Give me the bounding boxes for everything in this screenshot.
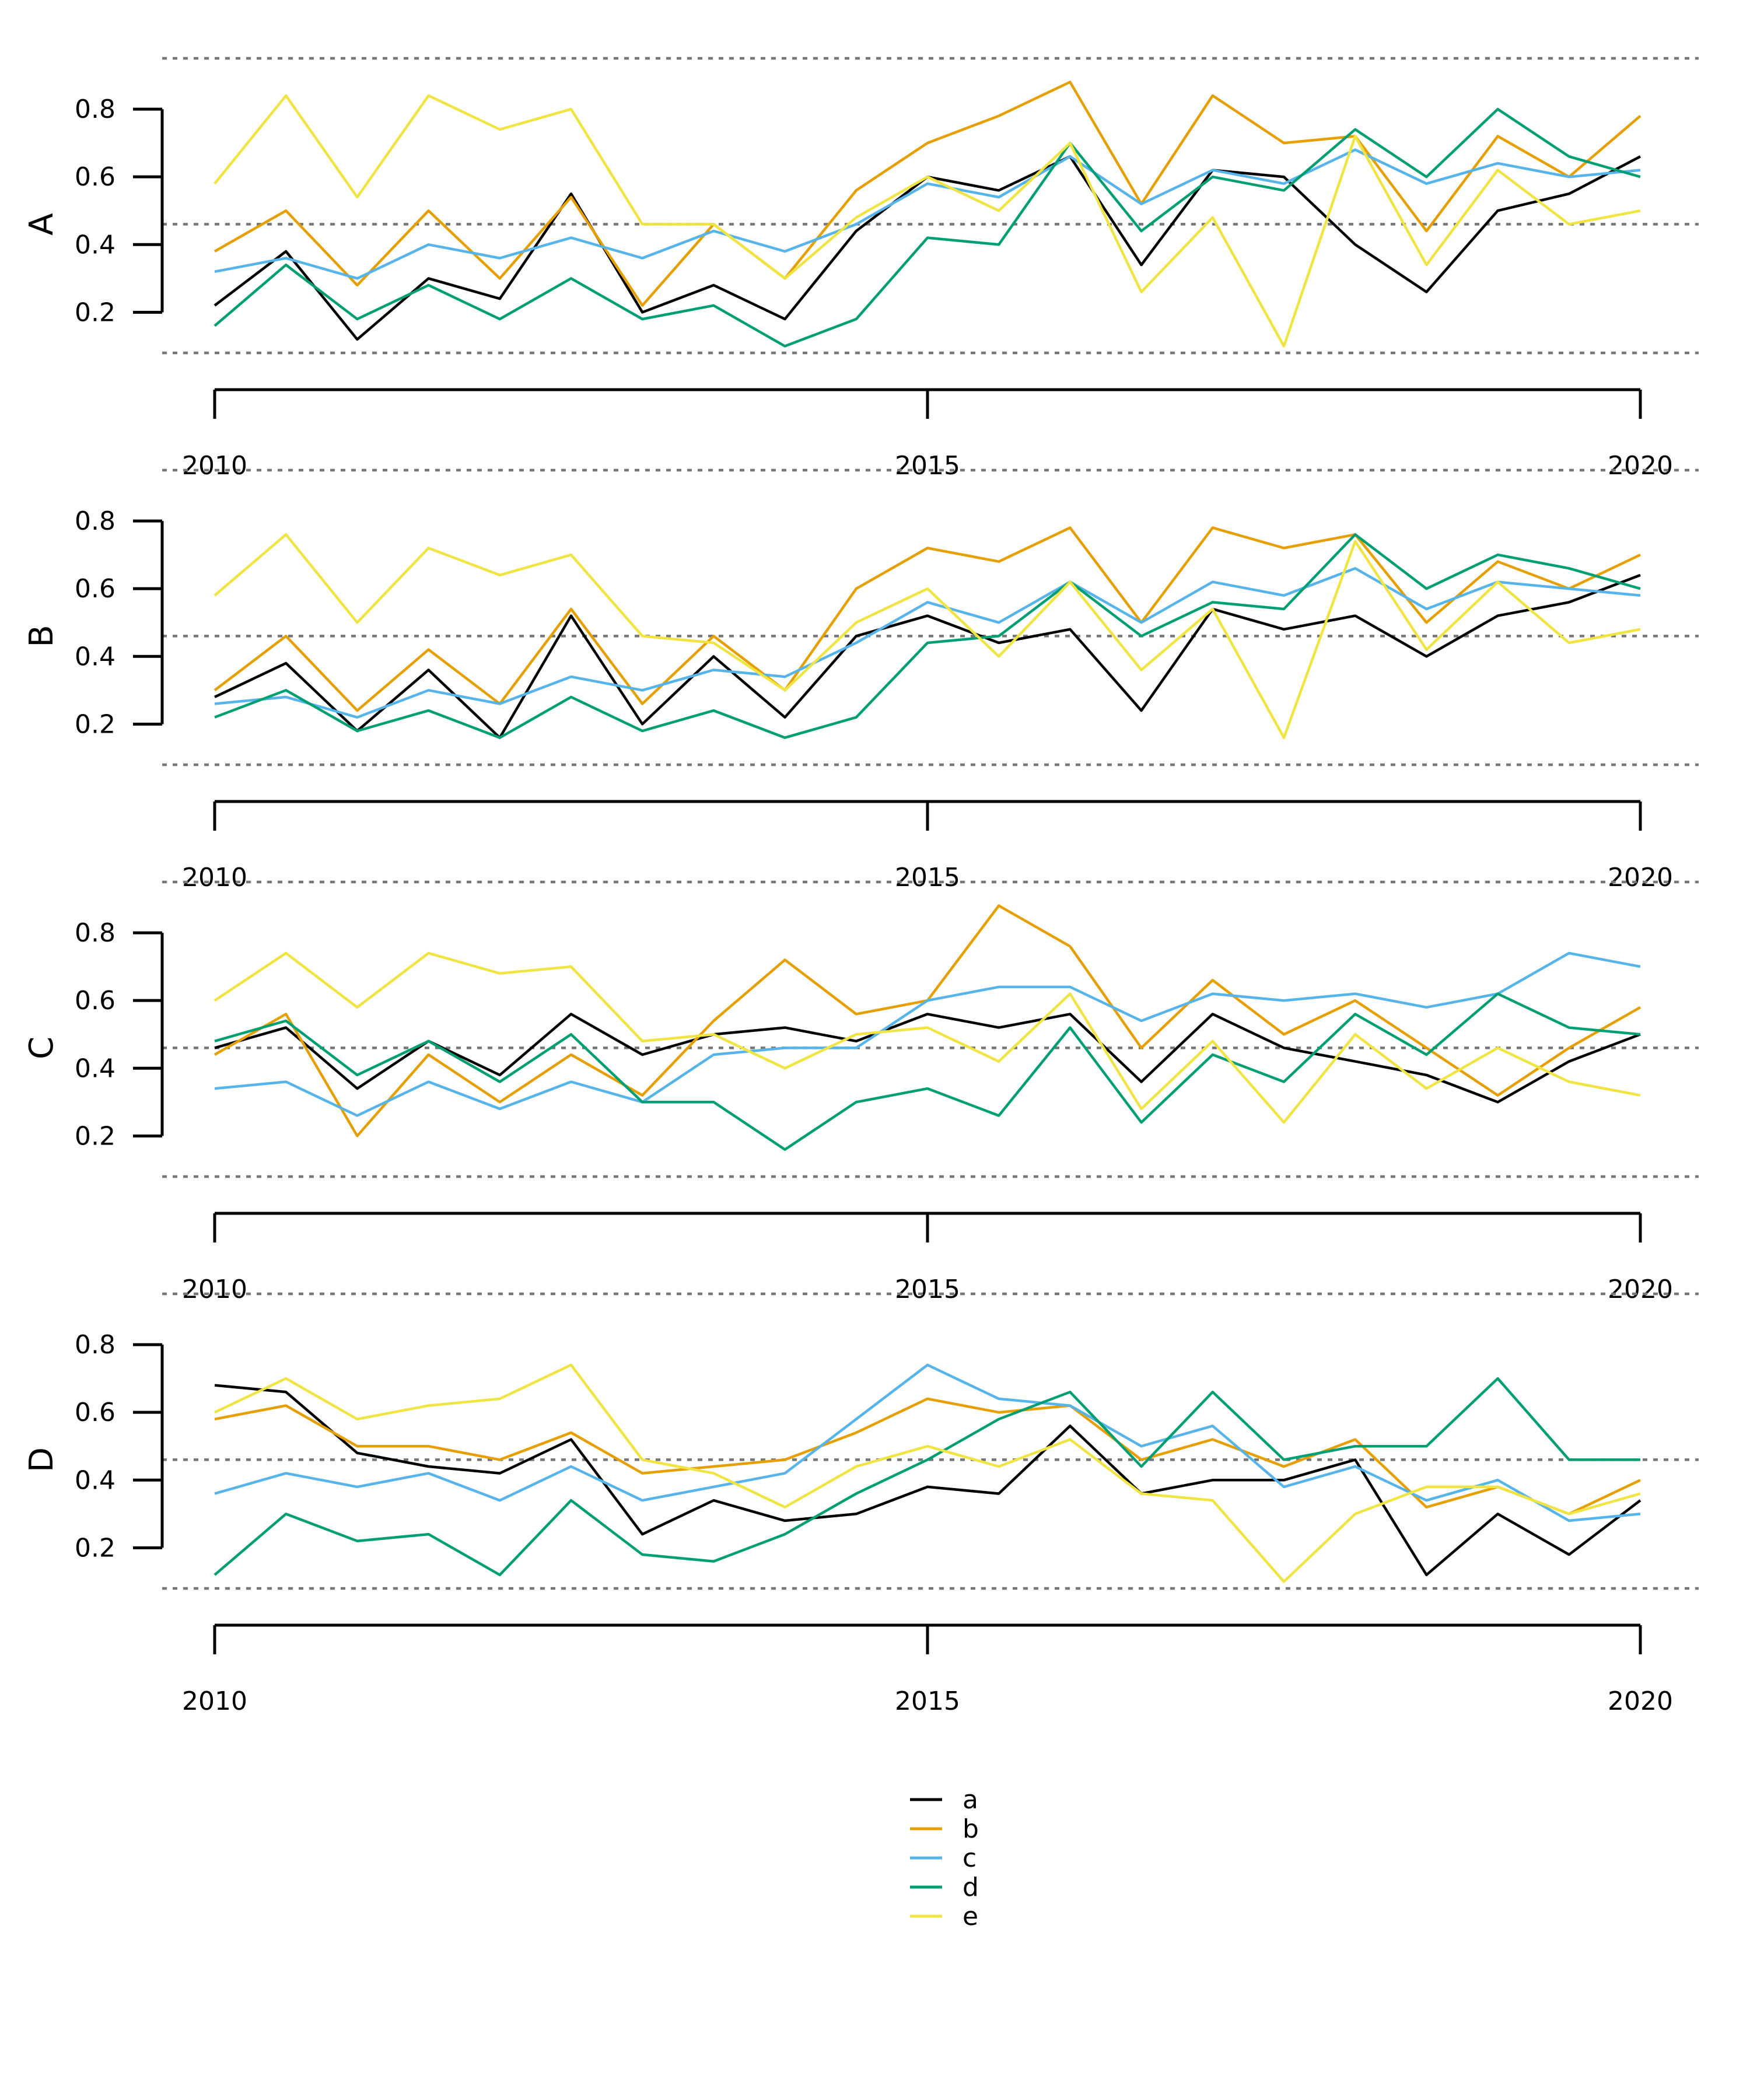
y-tick-label: 0.6 bbox=[75, 574, 116, 604]
series-line-e bbox=[214, 533, 1641, 739]
x-tick-label: 2020 bbox=[1608, 863, 1673, 892]
panel-d: 0.2 0.4 0.6 0.8 D 2010 2015 2020 bbox=[23, 1292, 1699, 1716]
series-line-c bbox=[214, 1363, 1641, 1522]
series-line-e bbox=[214, 951, 1641, 1124]
y-tick-label: 0.6 bbox=[75, 162, 116, 192]
panel-label: D bbox=[23, 1447, 61, 1472]
panel-b: 0.2 0.4 0.6 0.8 B 2010 2015 2020 bbox=[23, 468, 1699, 892]
panel-label: A bbox=[23, 213, 61, 235]
series-line-c bbox=[214, 148, 1641, 280]
chart-panels: 0.2 0.4 0.6 0.8 A 2010 2015 2020 0.2 0.4 0.6 0.8 B 20… bbox=[23, 57, 1699, 1716]
y-tick-label: 0.8 bbox=[75, 918, 116, 948]
y-tick-label: 0.6 bbox=[75, 1398, 116, 1427]
y-tick-label: 0.4 bbox=[75, 230, 116, 260]
panel-label: C bbox=[23, 1037, 61, 1059]
y-tick-label: 0.4 bbox=[75, 642, 116, 671]
x-tick-label: 2020 bbox=[1608, 1275, 1673, 1304]
x-tick-label: 2015 bbox=[895, 451, 960, 481]
series-line-e bbox=[214, 1363, 1641, 1583]
series-line-e bbox=[214, 94, 1641, 348]
x-tick-label: 2010 bbox=[182, 1275, 247, 1304]
series-line-b bbox=[214, 904, 1642, 1138]
x-tick-label: 2015 bbox=[895, 863, 960, 892]
series-line-d bbox=[214, 1377, 1640, 1577]
series-line-d bbox=[214, 533, 1641, 739]
x-tick-label: 2020 bbox=[1608, 451, 1673, 481]
legend-label-e: e bbox=[963, 1902, 978, 1931]
legend-label-a: a bbox=[963, 1785, 978, 1815]
panel-a: 0.2 0.4 0.6 0.8 A 2010 2015 2020 bbox=[23, 57, 1699, 481]
panel-label: B bbox=[23, 625, 61, 647]
x-tick-label: 2010 bbox=[182, 1686, 247, 1716]
y-tick-label: 0.2 bbox=[75, 298, 116, 327]
panel-c: 0.2 0.4 0.6 0.8 C 2010 2015 2020 bbox=[23, 880, 1699, 1304]
series-line-b bbox=[214, 80, 1642, 307]
series-line-c bbox=[214, 951, 1641, 1117]
y-tick-label: 0.8 bbox=[75, 94, 116, 124]
legend-label-c: c bbox=[963, 1843, 977, 1873]
x-tick-label: 2010 bbox=[182, 863, 247, 892]
series-line-b bbox=[214, 1397, 1641, 1516]
y-tick-label: 0.2 bbox=[75, 1533, 116, 1563]
x-tick-label: 2020 bbox=[1608, 1686, 1673, 1716]
legend-label-d: d bbox=[963, 1873, 979, 1902]
y-tick-label: 0.6 bbox=[75, 986, 116, 1016]
y-tick-label: 0.4 bbox=[75, 1465, 116, 1495]
series-line-a bbox=[214, 1384, 1642, 1577]
series-line-b bbox=[214, 526, 1641, 712]
legend-label-b: b bbox=[963, 1814, 979, 1844]
y-tick-label: 0.8 bbox=[75, 506, 116, 536]
y-tick-label: 0.2 bbox=[75, 709, 116, 739]
x-tick-label: 2015 bbox=[895, 1275, 960, 1304]
y-tick-label: 0.8 bbox=[75, 1330, 116, 1360]
y-tick-label: 0.4 bbox=[75, 1054, 116, 1083]
x-tick-label: 2010 bbox=[182, 451, 247, 481]
x-tick-label: 2015 bbox=[895, 1686, 960, 1716]
series-line-a bbox=[214, 573, 1641, 739]
y-tick-label: 0.2 bbox=[75, 1121, 116, 1151]
series-line-d bbox=[214, 992, 1641, 1151]
series-line-c bbox=[214, 567, 1641, 719]
series-line-d bbox=[214, 107, 1641, 348]
